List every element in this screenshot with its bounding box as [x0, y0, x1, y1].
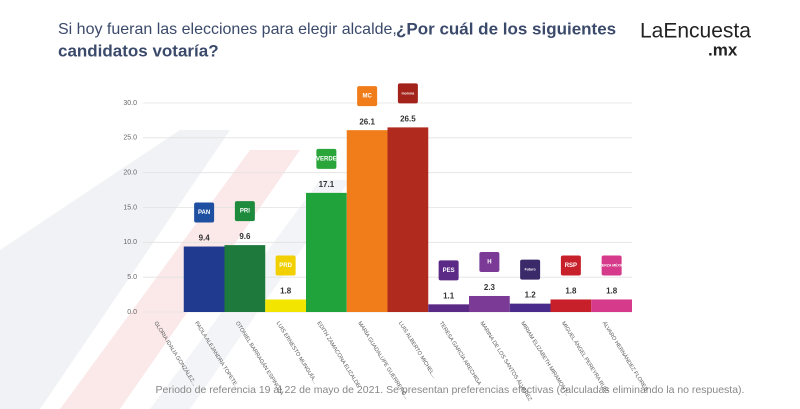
value-label: 26.5 [400, 114, 416, 123]
value-label: 1.8 [565, 287, 577, 296]
party-logo [275, 255, 296, 276]
value-label: 1.1 [443, 291, 455, 300]
bar [306, 192, 347, 312]
chart-title-bold: ¿Por cuál de los siguientes [396, 19, 616, 38]
party-logo-text: H [487, 260, 491, 266]
value-label: 26.1 [359, 117, 375, 126]
y-tick-label: 30.0 [123, 100, 137, 107]
y-tick-label: 25.0 [123, 135, 137, 142]
y-tick-label: 5.0 [127, 274, 137, 281]
bar [346, 130, 388, 312]
x-tick-label: TERESA GARCÍA ARECHIGA [438, 320, 483, 387]
bar [183, 246, 225, 312]
chart-title-line2: candidatos votaría? [58, 41, 219, 60]
bar [265, 299, 306, 312]
party-logo-text: Futuro [525, 268, 536, 272]
party-logo [397, 83, 418, 104]
bar [387, 127, 429, 312]
party-logo [316, 148, 337, 169]
party-logo [479, 251, 500, 272]
bar [509, 303, 551, 312]
brand: LaEncuesta [640, 20, 751, 43]
x-tick-label: LUIS ALBERTO MICHEL... [397, 321, 437, 380]
brand-suffix: .mx [708, 40, 738, 59]
value-label: 17.1 [319, 180, 335, 189]
value-label: 9.6 [239, 232, 251, 241]
party-logo [601, 255, 622, 276]
party-logo [438, 260, 459, 281]
party-logo [357, 86, 378, 107]
bar [428, 304, 469, 312]
party-logo-text: PES [443, 268, 455, 274]
party-logo [194, 202, 215, 223]
party-logo [560, 255, 581, 276]
party-logo-text: VERDE [316, 156, 337, 162]
footnote: Periodo de referencia 19 al 22 de mayo d… [156, 384, 745, 396]
party-logo-text: FUERZA MÉXICO [597, 262, 626, 267]
x-tick-label: LUIS ERNESTO MUNGUÍA... [275, 320, 320, 385]
party-logo-text: MC [362, 94, 372, 100]
party-logo-text: morena [402, 91, 415, 95]
value-label: 1.8 [280, 287, 292, 296]
party-logo-text: PRD [279, 263, 292, 269]
bar [550, 299, 592, 312]
y-tick-label: 10.0 [123, 239, 137, 246]
y-tick-label: 15.0 [123, 204, 137, 211]
bar [224, 245, 266, 312]
x-tick-label: EDITH ZAMACONA ELIZALDE [315, 321, 361, 389]
bar [469, 295, 510, 312]
chart-title: Si hoy fueran las elecciones para elegir… [58, 21, 397, 38]
party-logo-text: RSP [565, 263, 577, 269]
background-decoration [0, 130, 350, 409]
y-tick-label: 0.0 [127, 309, 137, 316]
value-label: 2.3 [484, 283, 496, 292]
party-logo [234, 201, 255, 222]
party-logo [520, 259, 541, 280]
party-logo-text: PRI [240, 209, 250, 215]
value-label: 1.8 [606, 287, 618, 296]
party-logo-text: PAN [198, 210, 210, 216]
value-label: 9.4 [199, 234, 211, 243]
x-tick-label: ÁLVARO HERNÁNDEZ FLORES [601, 320, 650, 392]
bar [591, 299, 632, 312]
value-label: 1.2 [525, 291, 537, 300]
y-tick-label: 20.0 [123, 170, 137, 177]
